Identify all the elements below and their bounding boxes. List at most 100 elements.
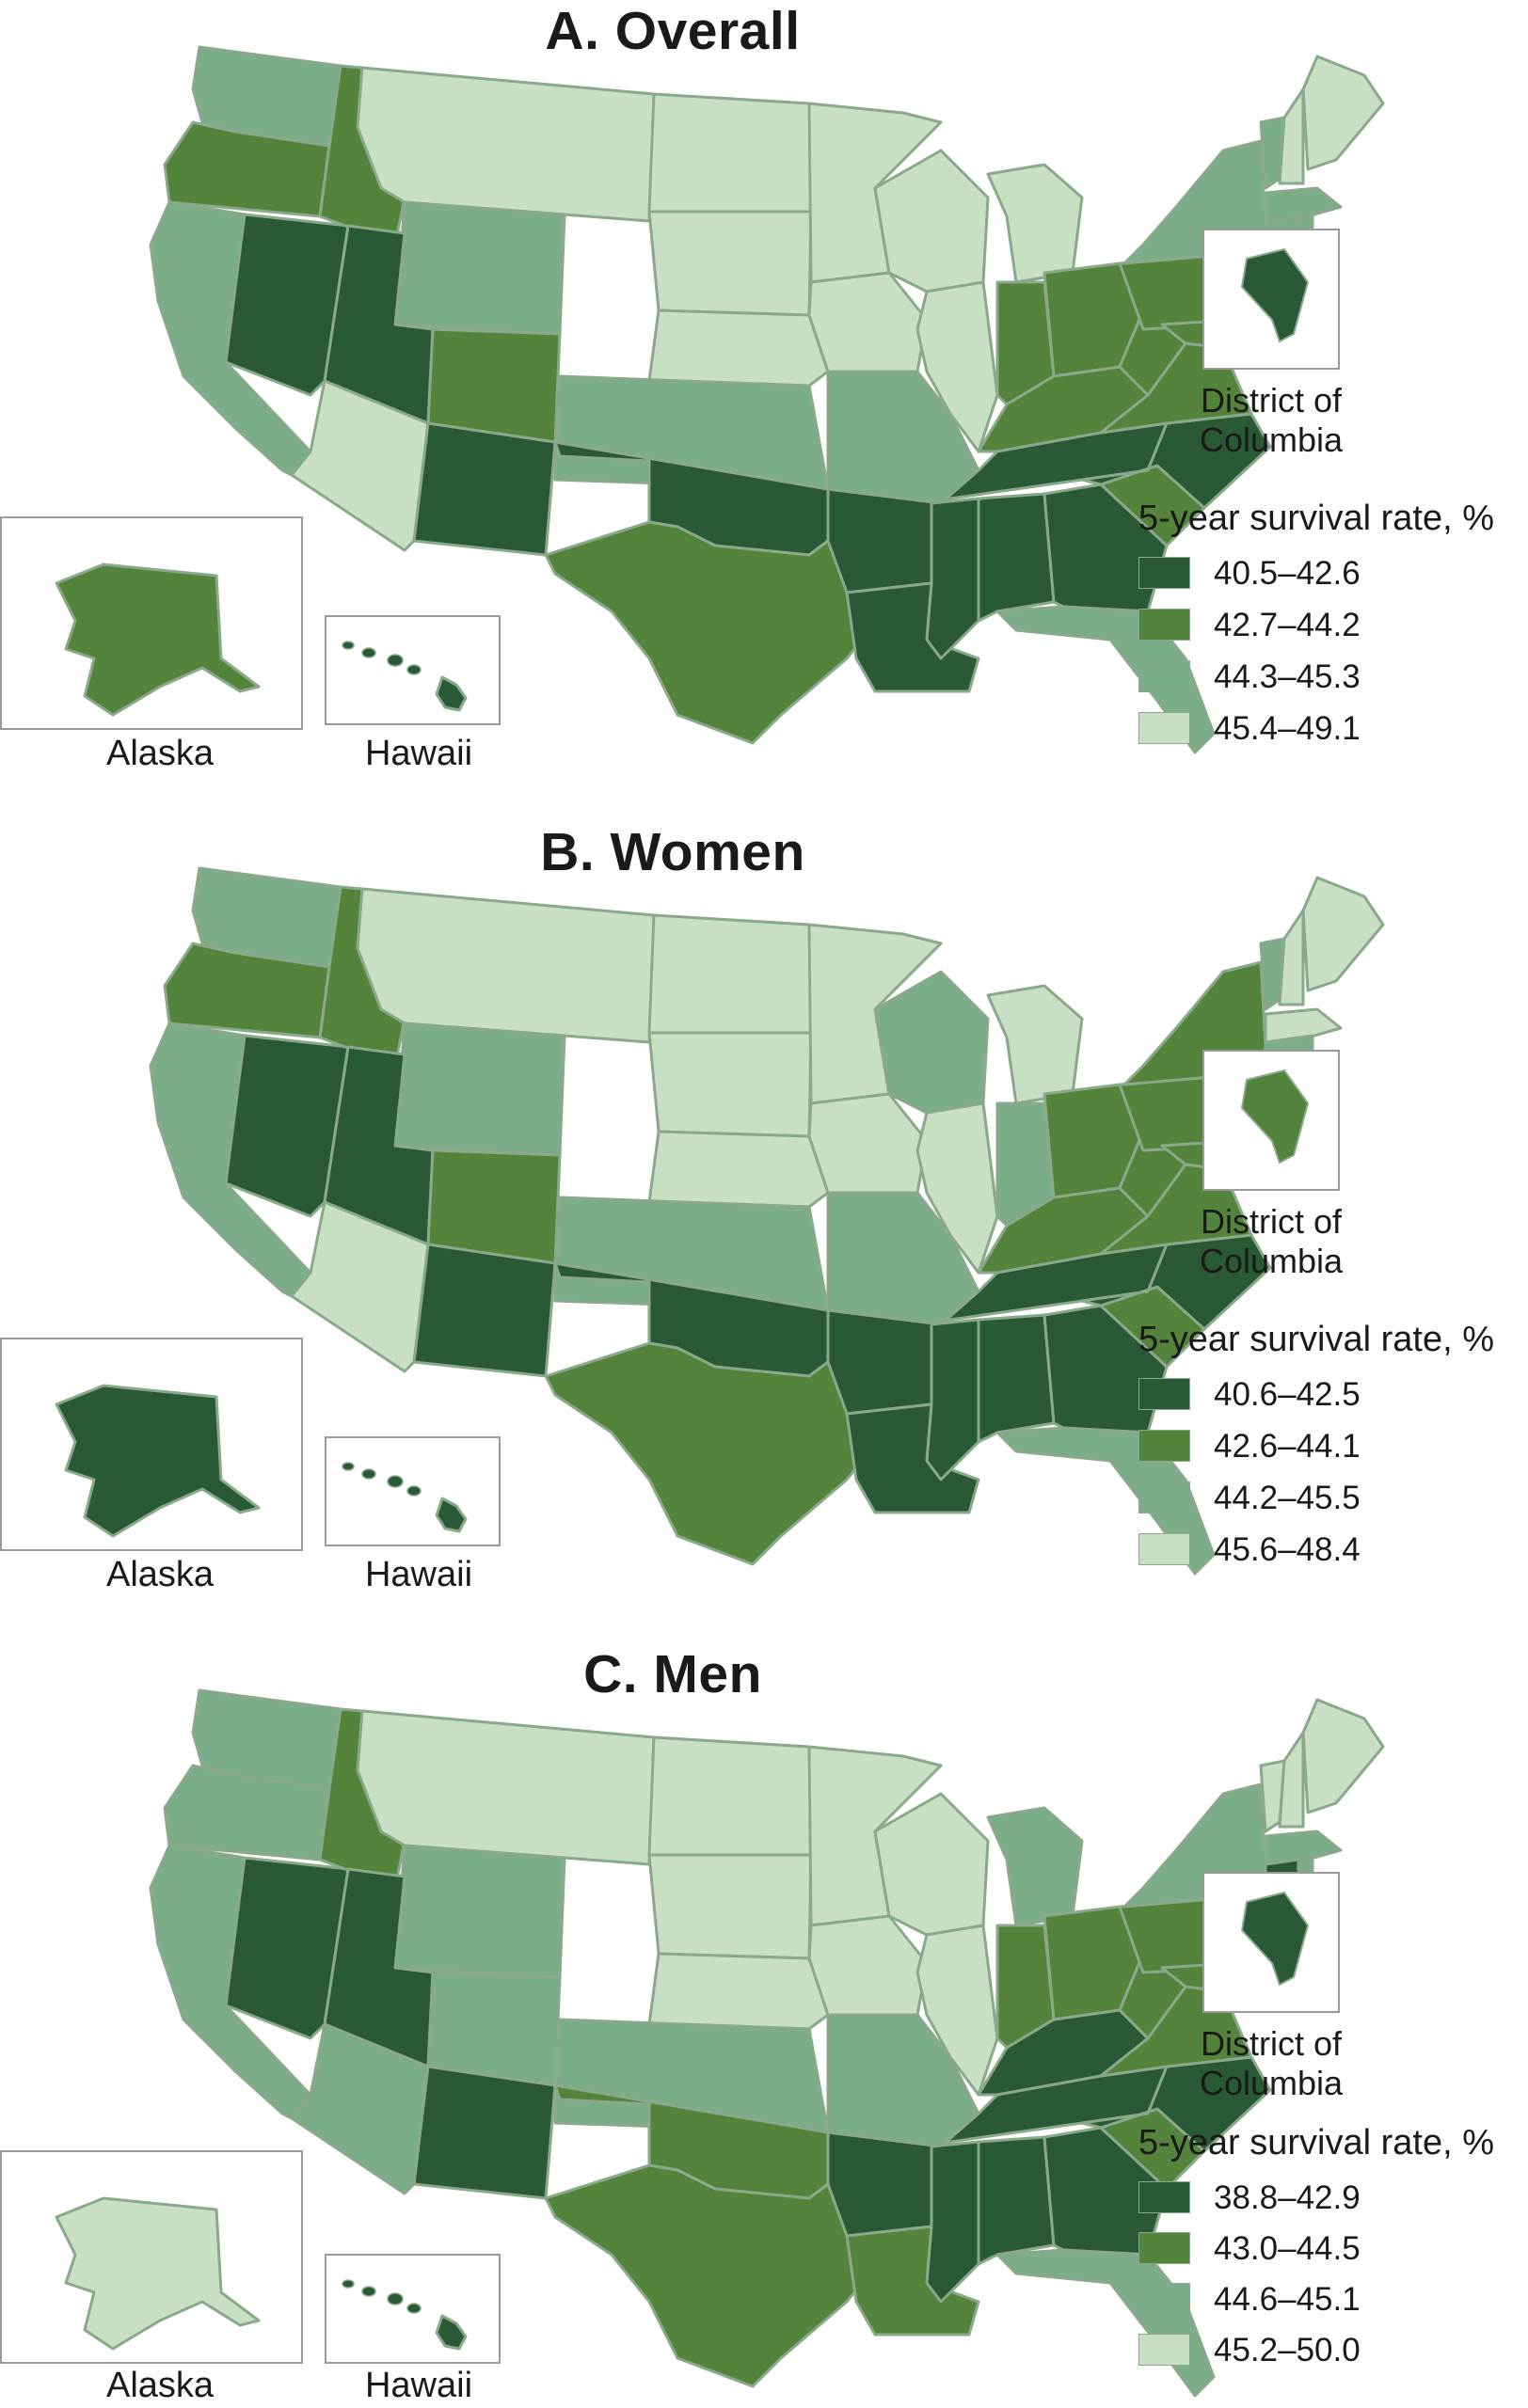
state-nv[interactable] [224, 213, 350, 397]
state-ma[interactable] [1264, 186, 1343, 223]
legend-swatch [1138, 2232, 1190, 2264]
dc-label: District of Columbia [1154, 381, 1389, 460]
state-ar[interactable] [826, 1308, 943, 1416]
state-ne[interactable] [647, 309, 830, 388]
legend-title: 5-year survival rate, % [1138, 2123, 1495, 2162]
states-layer [55, 1688, 1385, 2398]
state-fl[interactable] [995, 605, 1216, 754]
legend-label: 42.7–44.2 [1214, 607, 1361, 643]
state-tx[interactable] [544, 520, 886, 745]
dc-inset [1202, 229, 1340, 370]
state-sd[interactable] [647, 1853, 813, 1960]
state-ms[interactable] [925, 2140, 980, 2304]
us-choropleth-map [0, 1688, 1385, 2398]
state-tx[interactable] [544, 1341, 886, 1566]
hawaii-label: Hawaii [364, 1555, 473, 1594]
state-nd[interactable] [647, 913, 813, 1035]
state-al[interactable] [977, 492, 1056, 623]
state-ne[interactable] [647, 1130, 830, 1209]
legend-label: 42.6–44.1 [1214, 1428, 1361, 1465]
state-ma[interactable] [1264, 1830, 1343, 1866]
state-ia[interactable] [807, 1092, 929, 1195]
state-mi[interactable] [986, 1806, 1084, 1927]
dc-shape [1240, 1069, 1310, 1164]
legend-swatch [1138, 660, 1190, 692]
state-wy[interactable] [393, 1022, 566, 1157]
legend-swatch [1138, 2283, 1190, 2315]
state-dc[interactable] [1240, 1069, 1310, 1164]
state-ne[interactable] [647, 1952, 830, 2031]
state-mi[interactable] [986, 984, 1084, 1105]
dc-shape [1240, 1891, 1310, 1987]
state-al[interactable] [977, 1313, 1056, 1444]
state-ar[interactable] [826, 487, 943, 594]
state-mt[interactable] [356, 887, 656, 1044]
state-dc[interactable] [1240, 247, 1310, 343]
state-il[interactable] [915, 280, 999, 453]
hawaii-island [361, 647, 376, 658]
dc-label-line1: District of [1200, 1202, 1342, 1241]
state-me[interactable] [1301, 1698, 1385, 1814]
state-nm[interactable] [412, 421, 557, 557]
hawaii-label: Hawaii [364, 2366, 473, 2405]
state-ia[interactable] [807, 1914, 929, 2017]
state-me[interactable] [1301, 876, 1385, 992]
legend-swatch [1138, 609, 1190, 641]
state-fl[interactable] [995, 1426, 1216, 1576]
dc-shape [1240, 247, 1310, 343]
state-nd[interactable] [647, 1735, 813, 1857]
state-al[interactable] [977, 2135, 1056, 2266]
state-nm[interactable] [412, 1243, 557, 1378]
state-hi[interactable] [435, 675, 468, 712]
state-mt[interactable] [356, 66, 656, 223]
legend-swatch [1138, 2334, 1190, 2366]
legend-label: 40.5–42.6 [1214, 555, 1361, 592]
state-nh[interactable] [1278, 87, 1305, 185]
state-il[interactable] [915, 1101, 999, 1275]
state-hi[interactable] [435, 1497, 468, 1533]
hawaii-label: Hawaii [364, 734, 473, 773]
legend-label: 45.2–50.0 [1214, 2332, 1361, 2368]
state-hi[interactable] [435, 2314, 468, 2351]
state-ar[interactable] [826, 2131, 943, 2238]
state-sd[interactable] [647, 210, 813, 317]
legend-label: 38.8–42.9 [1214, 2179, 1361, 2216]
state-ia[interactable] [807, 271, 929, 373]
state-nv[interactable] [224, 1034, 350, 1218]
legend-title: 5-year survival rate, % [1138, 1320, 1495, 1359]
state-ak[interactable] [55, 562, 261, 717]
state-me[interactable] [1301, 55, 1385, 171]
state-dc[interactable] [1240, 1891, 1310, 1987]
state-il[interactable] [915, 1924, 999, 2097]
state-nm[interactable] [412, 2065, 557, 2200]
state-ak[interactable] [55, 2196, 261, 2351]
state-nv[interactable] [224, 1856, 350, 2040]
legend-label: 45.4–49.1 [1214, 710, 1361, 747]
state-nc[interactable] [1080, 412, 1272, 510]
legend-label: 44.3–45.3 [1214, 658, 1361, 695]
state-nh[interactable] [1278, 909, 1305, 1006]
state-ms[interactable] [925, 1318, 980, 1481]
hawaii-island [342, 2279, 355, 2289]
legend-title: 5-year survival rate, % [1138, 499, 1495, 538]
state-wy[interactable] [393, 200, 566, 336]
legend-swatch [1138, 1378, 1190, 1410]
state-mt[interactable] [356, 1709, 656, 1866]
hawaii-island [361, 2286, 376, 2297]
state-nd[interactable] [647, 92, 813, 214]
state-ms[interactable] [925, 497, 980, 660]
state-nc[interactable] [1080, 2055, 1272, 2153]
state-nh[interactable] [1278, 1731, 1305, 1829]
state-ma[interactable] [1264, 1007, 1343, 1044]
state-sd[interactable] [647, 1031, 813, 1138]
state-fl[interactable] [995, 2248, 1216, 2398]
state-wy[interactable] [393, 1844, 566, 1979]
state-ak[interactable] [55, 1384, 261, 1538]
state-mi[interactable] [986, 163, 1084, 284]
hawaii-island [387, 2292, 404, 2305]
dc-inset [1202, 1872, 1340, 2013]
state-nc[interactable] [1080, 1233, 1272, 1331]
state-tx[interactable] [544, 2163, 886, 2388]
legend-label: 45.6–48.4 [1214, 1531, 1361, 1568]
dc-label-line2: Columbia [1199, 420, 1344, 459]
